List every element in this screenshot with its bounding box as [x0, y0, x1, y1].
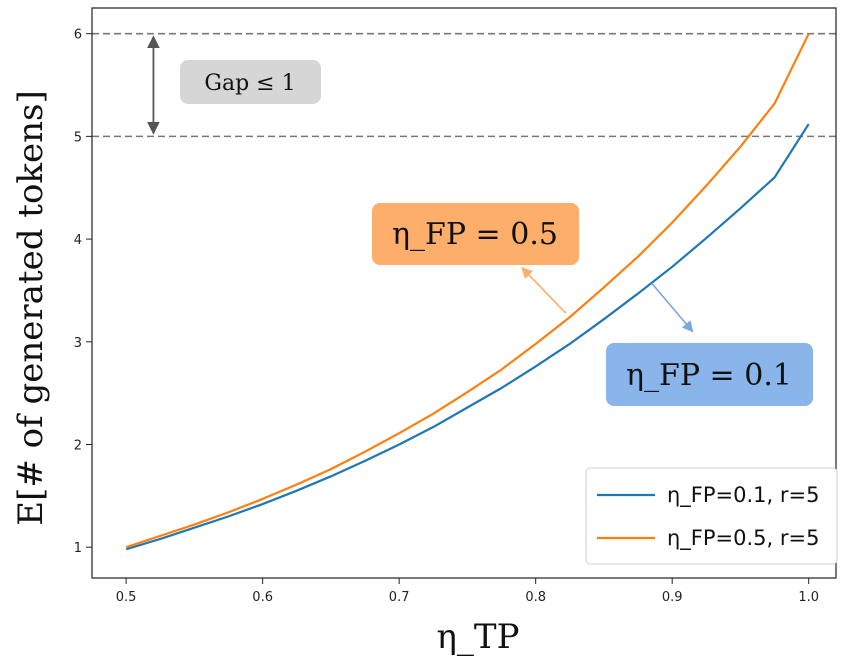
- axes-frame: [91, 7, 837, 579]
- annotation-label-fp05: η_FP = 0.5: [392, 217, 558, 252]
- gap-annotation-label: Gap ≤ 1: [204, 71, 295, 96]
- gap-annotation-box: [180, 60, 321, 104]
- axes-layer: 0.5 0.6 0.7 0.8 0.9 1.0 1 2 3 4 5 6: [74, 7, 837, 605]
- annotation-arrow-fp01: [651, 282, 694, 333]
- series-line-1: [125, 123, 810, 551]
- annotation-arrow-fp05: [521, 267, 567, 314]
- y-tick-label: 4: [74, 233, 82, 248]
- x-tick-label: 0.6: [252, 590, 273, 605]
- legend: η_FP=0.1, r=5 η_FP=0.5, r=5: [585, 467, 838, 565]
- y-tick-label: 1: [74, 541, 82, 556]
- y-tick-label: 5: [74, 130, 82, 145]
- x-tick-label: 0.9: [662, 590, 683, 605]
- legend-label-series-2: η_FP=0.5, r=5: [667, 526, 820, 551]
- x-tick-label: 1.0: [798, 590, 819, 605]
- y-tick-label: 3: [74, 336, 82, 351]
- y-tick-label: 6: [74, 28, 82, 43]
- series-line-2: [125, 33, 810, 549]
- y-axis-label: E[# of generated tokens]: [11, 90, 51, 526]
- legend-frame: [585, 467, 838, 565]
- annotation-box-fp05: [372, 203, 579, 265]
- x-tick-label: 0.7: [389, 590, 410, 605]
- reference-lines: [92, 32, 836, 138]
- annotation-box-fp01: [606, 343, 813, 406]
- series-layer: [125, 33, 810, 551]
- x-tick-label: 0.5: [116, 590, 137, 605]
- legend-label-series-1: η_FP=0.1, r=5: [667, 483, 820, 508]
- x-axis-label: η_TP: [437, 617, 520, 656]
- annotation-layer: Gap ≤ 1 η_FP = 0.5 η_FP = 0.1: [147, 35, 813, 406]
- x-tick-label: 0.8: [525, 590, 546, 605]
- y-tick-label: 2: [74, 438, 82, 453]
- annotation-label-fp01: η_FP = 0.1: [626, 358, 792, 393]
